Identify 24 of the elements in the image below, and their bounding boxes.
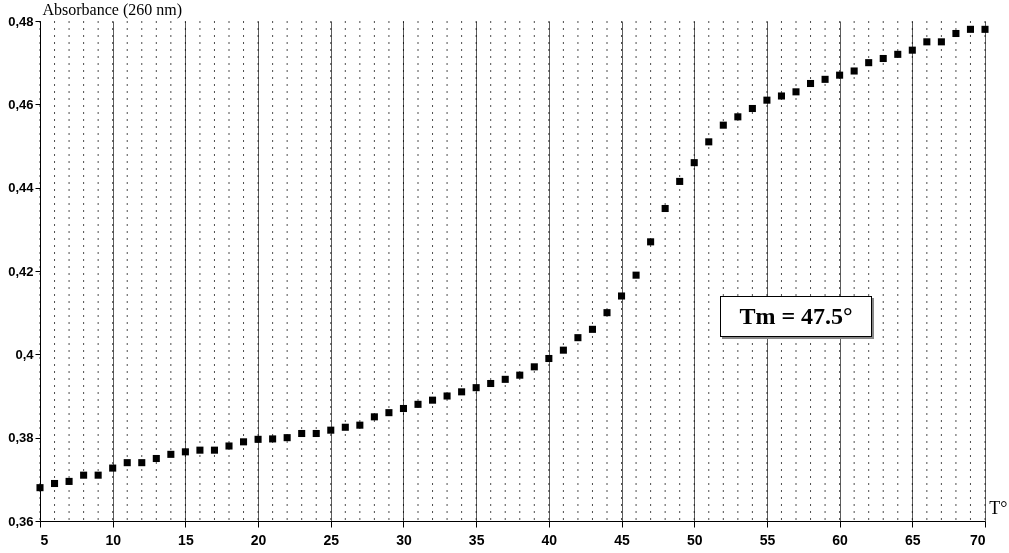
x-tick-label: 25: [323, 531, 340, 548]
y-tick-label: 0,48: [8, 13, 34, 29]
x-tick-label: 15: [178, 531, 194, 548]
x-tick-label: 10: [105, 531, 122, 548]
x-tick-label: 35: [468, 531, 485, 548]
x-tick-label: 65: [905, 531, 921, 548]
note-box: Tm = 47.5°: [720, 296, 872, 337]
x-tick-label: 40: [541, 531, 558, 548]
x-tick-label: 45: [614, 531, 631, 548]
y-tick-label: 0,44: [8, 180, 35, 196]
x-tick-label: 30: [396, 531, 412, 548]
y-tick-label: 0,36: [8, 513, 34, 529]
y-tick-label: 0,38: [8, 430, 34, 446]
y-tick-label: 0,42: [8, 263, 34, 279]
x-tick-label: 60: [832, 531, 849, 548]
y-tick-label: 0,4: [15, 346, 35, 362]
x-tick-label: 20: [250, 531, 267, 548]
x-tick-label: 55: [759, 531, 776, 548]
x-tick-label: 70: [969, 531, 986, 548]
x-tick-label: 50: [686, 531, 703, 548]
x-tick-label: 5: [40, 531, 49, 548]
y-tick-label: 0,46: [8, 96, 34, 112]
y-axis-title: Absorbance (260 nm): [42, 0, 183, 19]
x-axis-title: T°: [989, 497, 1008, 518]
